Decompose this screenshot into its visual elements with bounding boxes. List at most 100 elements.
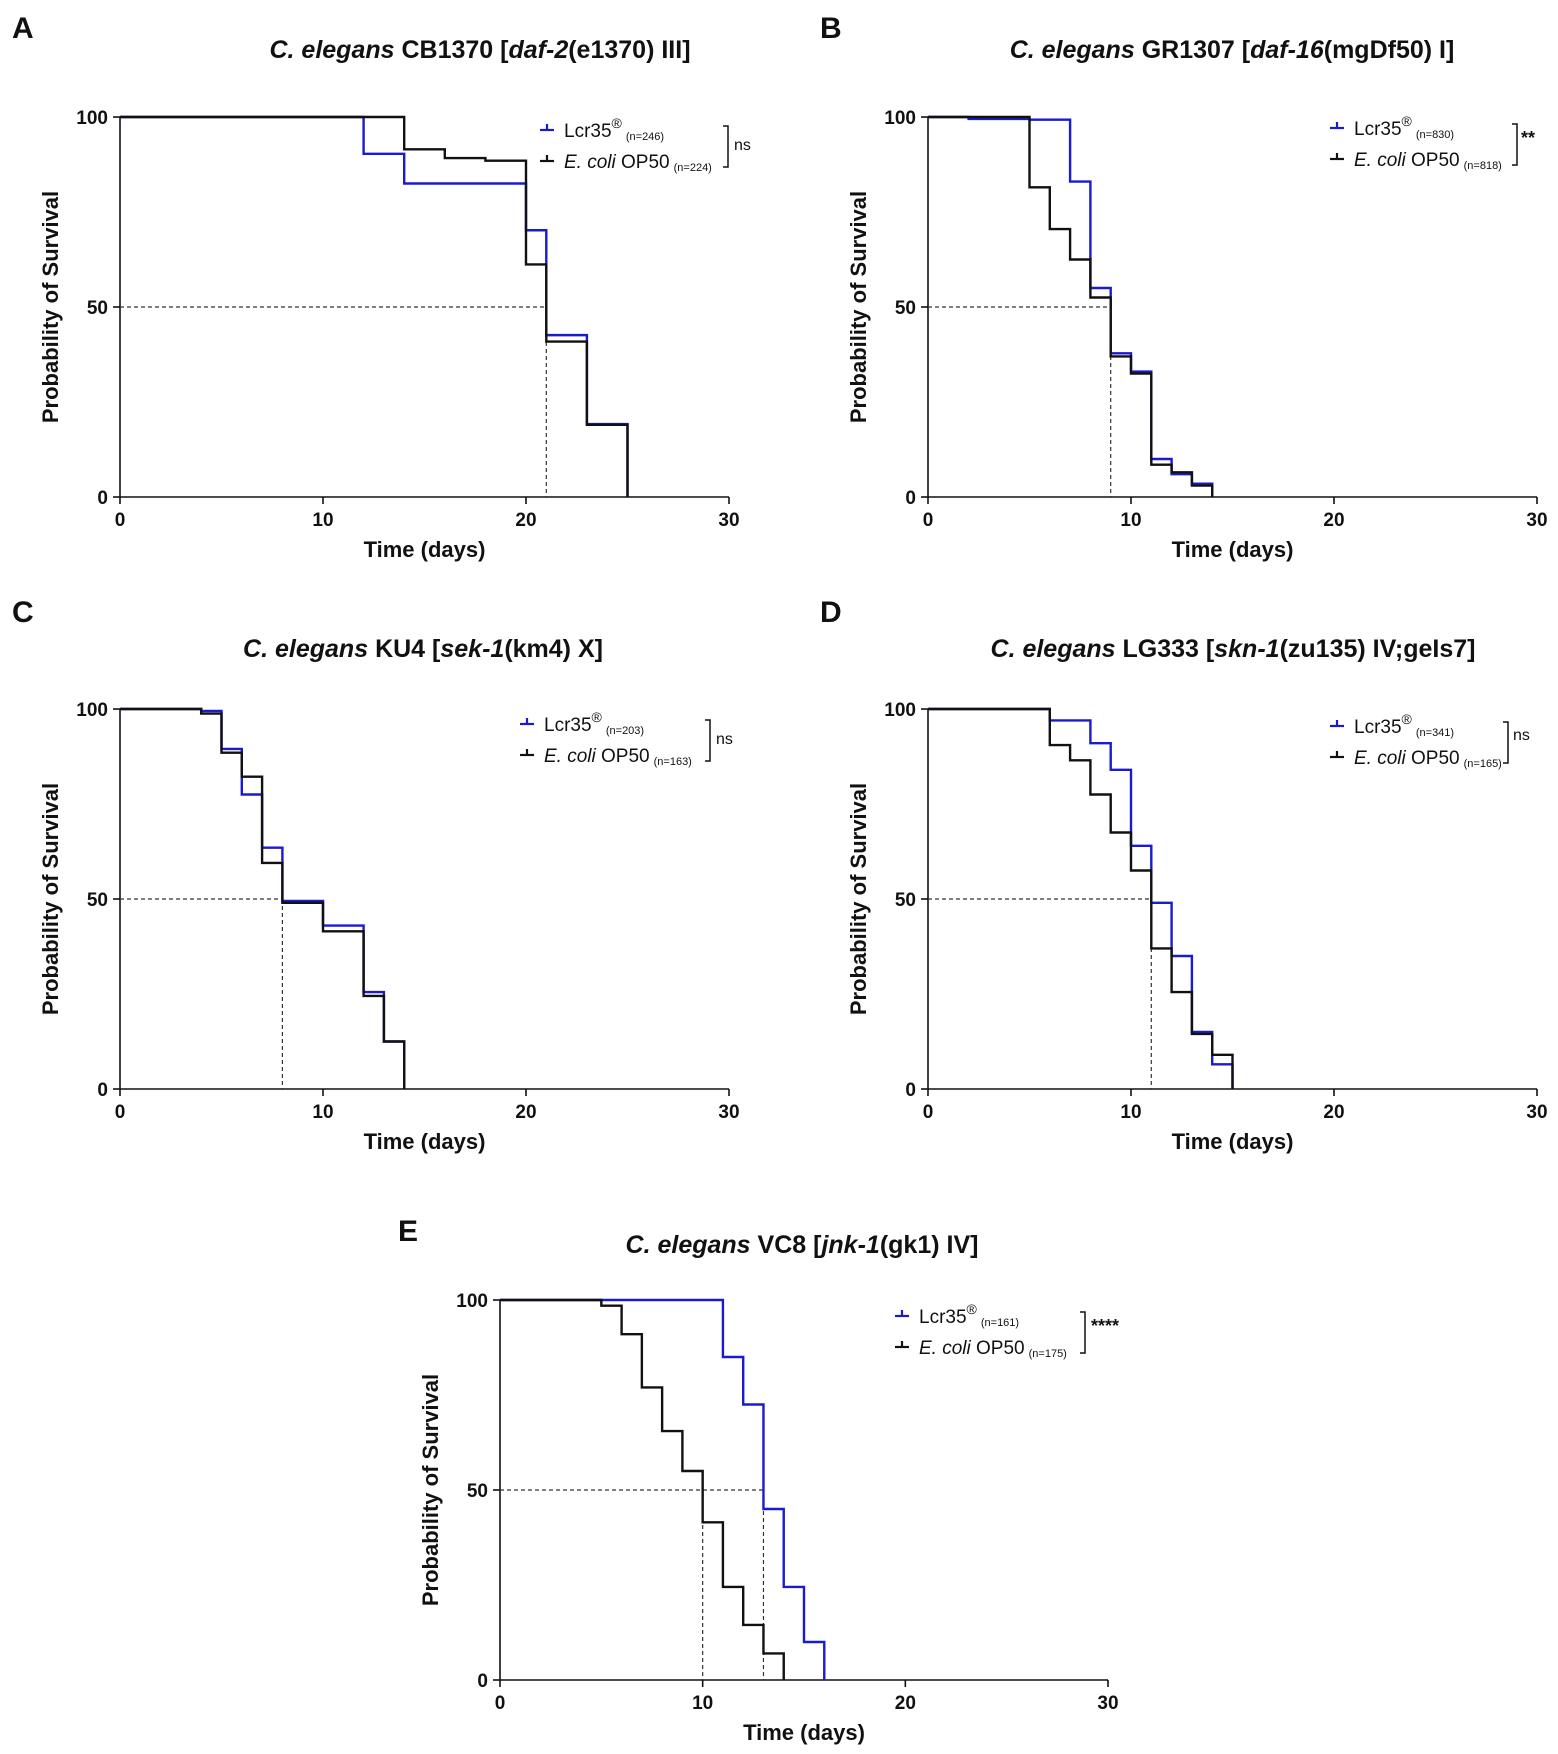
legend-entry-ecoli: E. coli OP50 (n=163) xyxy=(544,746,692,768)
legend-count: (n=224) xyxy=(674,162,712,174)
y-tick-label: 100 xyxy=(884,700,916,721)
significance-label: ns xyxy=(716,731,733,748)
legend-name: Lcr35 xyxy=(1354,717,1402,738)
legend-name: E. coli xyxy=(919,1338,972,1359)
y-tick-label: 100 xyxy=(884,108,916,129)
legend-name: Lcr35 xyxy=(544,715,592,736)
legend-marker-ecoli xyxy=(895,1341,909,1349)
title-space xyxy=(1116,635,1123,663)
title-space xyxy=(1135,36,1142,64)
panel-d: D C. elegans LG333 [skn-1(zu135) IV;geIs7… xyxy=(820,596,1548,1154)
legend-entry-lcr35: Lcr35®(n=161) xyxy=(919,1301,1019,1329)
x-tick-label: 30 xyxy=(718,510,739,531)
legend-count: (n=175) xyxy=(1029,1348,1067,1360)
x-axis-label: Time (days) xyxy=(743,1720,865,1745)
panel-letter: D xyxy=(820,596,842,629)
x-tick-label: 10 xyxy=(1120,1102,1141,1123)
title-bracket-close: ] xyxy=(970,1231,978,1259)
x-tick-label: 20 xyxy=(515,1102,536,1123)
title-bracket-open: [ xyxy=(1242,36,1251,64)
panel-title: C. elegans VC8 [jnk-1(gk1) IV] xyxy=(626,1231,979,1259)
title-space xyxy=(1235,36,1242,64)
title-bracket-open: [ xyxy=(432,635,441,663)
title-allele: (e1370) III xyxy=(568,36,682,64)
legend-entry-lcr35: Lcr35®(n=830) xyxy=(1354,113,1454,141)
legend-count: (n=203) xyxy=(606,725,644,737)
y-tick-label: 0 xyxy=(905,1080,916,1101)
legend-count: (n=161) xyxy=(981,1317,1019,1329)
y-tick-label: 50 xyxy=(87,890,108,911)
title-species: C. elegans xyxy=(1010,36,1135,64)
title-species: C. elegans xyxy=(269,36,394,64)
legend-marker-lcr35 xyxy=(1330,122,1344,130)
legend-count: (n=830) xyxy=(1416,129,1454,141)
legend-marker-lcr35 xyxy=(895,1310,909,1318)
y-axis-label: Probability of Survival xyxy=(38,191,63,423)
legend-name-suffix: OP50 xyxy=(616,152,670,173)
legend-name: E. coli xyxy=(564,152,617,173)
survival-curve-ecoli-op50 xyxy=(928,707,1234,1089)
survival-curve-ecoli-op50 xyxy=(928,115,1214,497)
significance-bracket xyxy=(705,719,711,762)
y-tick-label: 50 xyxy=(895,890,916,911)
title-space xyxy=(395,36,402,64)
x-axis-label: Time (days) xyxy=(1172,1129,1294,1154)
legend-count: (n=246) xyxy=(626,131,664,143)
legend-marker-ecoli xyxy=(1330,751,1344,759)
legend-entry-lcr35: Lcr35®(n=246) xyxy=(564,115,664,143)
panel-title: C. elegans GR1307 [daf-16(mgDf50) I] xyxy=(1010,36,1455,64)
x-tick-label: 10 xyxy=(312,1102,333,1123)
legend-count: (n=341) xyxy=(1416,727,1454,739)
title-strain: LG333 xyxy=(1123,635,1199,663)
legend-name-suffix: OP50 xyxy=(971,1338,1025,1359)
y-tick-label: 0 xyxy=(97,1080,108,1101)
panel-title: C. elegans CB1370 [daf-2(e1370) III] xyxy=(269,36,690,64)
y-tick-label: 50 xyxy=(895,298,916,319)
y-tick-label: 100 xyxy=(76,108,108,129)
title-bracket-close: ] xyxy=(595,635,603,663)
panel-letter: A xyxy=(12,12,34,45)
title-species: C. elegans xyxy=(991,635,1116,663)
legend-superscript: ® xyxy=(1402,113,1413,129)
x-axis-label: Time (days) xyxy=(364,537,486,562)
legend-superscript: ® xyxy=(967,1301,978,1317)
title-strain: GR1307 xyxy=(1142,36,1235,64)
y-tick-label: 100 xyxy=(456,1291,488,1312)
panel-c: C C. elegans KU4 [sek-1(km4) X] 0 10 20 30 0 50… xyxy=(12,596,740,1154)
title-space xyxy=(368,635,375,663)
x-tick-label: 0 xyxy=(115,1102,126,1123)
survival-curve-lcr35 xyxy=(500,1298,826,1680)
y-tick-label: 0 xyxy=(905,488,916,509)
legend-entry-ecoli: E. coli OP50 (n=175) xyxy=(919,1338,1067,1360)
legend-marker-lcr35 xyxy=(520,718,534,726)
legend-marker-ecoli xyxy=(520,749,534,757)
x-tick-label: 0 xyxy=(495,1693,506,1714)
legend-name-suffix: OP50 xyxy=(1406,748,1460,769)
panel-e: E C. elegans VC8 [jnk-1(gk1) IV] 0 10 20 30 0 5… xyxy=(398,1215,1119,1745)
legend-entry-ecoli: E. coli OP50 (n=818) xyxy=(1354,150,1502,172)
x-tick-label: 30 xyxy=(1097,1693,1118,1714)
title-allele: (gk1) IV xyxy=(880,1231,971,1259)
title-strain: KU4 xyxy=(375,635,425,663)
y-axis-label: Probability of Survival xyxy=(846,783,871,1015)
legend-count: (n=818) xyxy=(1464,160,1502,172)
legend-name: E. coli xyxy=(1354,150,1407,171)
y-tick-label: 100 xyxy=(76,700,108,721)
x-tick-label: 10 xyxy=(312,510,333,531)
x-tick-label: 30 xyxy=(1526,1102,1547,1123)
x-tick-label: 20 xyxy=(895,1693,916,1714)
x-tick-label: 20 xyxy=(515,510,536,531)
significance-label: **** xyxy=(1091,1316,1119,1336)
legend-count: (n=163) xyxy=(654,756,692,768)
legend-count: (n=165) xyxy=(1464,758,1502,770)
significance-bracket xyxy=(1503,721,1509,764)
title-space xyxy=(425,635,432,663)
legend-entry-ecoli: E. coli OP50 (n=224) xyxy=(564,152,712,174)
significance-bracket xyxy=(723,125,729,168)
survival-curve-ecoli-op50 xyxy=(120,707,406,1089)
title-strain: CB1370 xyxy=(401,36,493,64)
title-bracket-open: [ xyxy=(813,1231,822,1259)
survival-curve-lcr35 xyxy=(120,707,406,1089)
x-axis-label: Time (days) xyxy=(364,1129,486,1154)
